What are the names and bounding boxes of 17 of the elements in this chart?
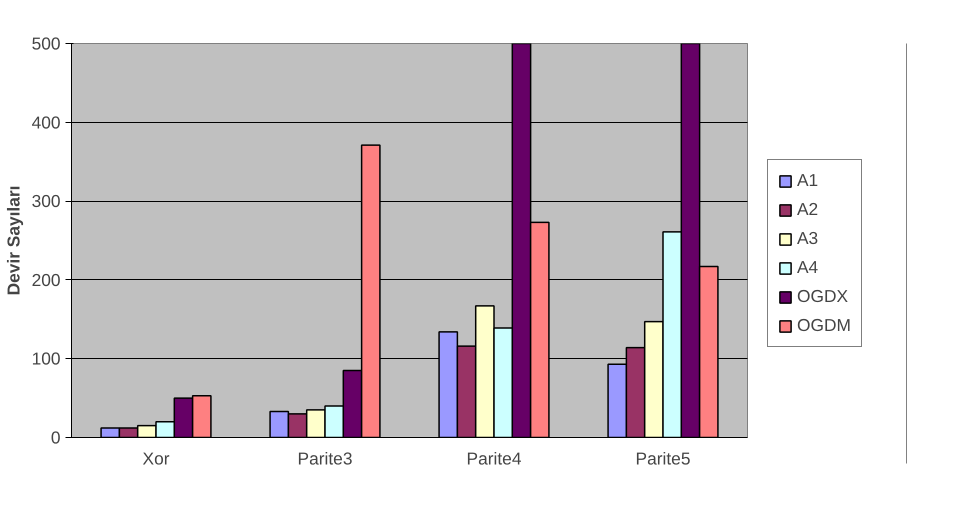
y-tick-label: 400: [32, 112, 61, 132]
x-tick-label: Parite4: [466, 448, 522, 468]
x-tick-label: Parite5: [636, 448, 690, 468]
y-tick-label: 100: [32, 348, 61, 369]
legend-label: A1: [797, 170, 818, 191]
y-axis-title: Devir Sayıları: [4, 186, 24, 296]
x-tick-label: Parite3: [298, 448, 352, 468]
y-tick-label: 500: [32, 34, 61, 54]
legend-label: A2: [797, 199, 818, 220]
legend-label: OGDX: [797, 286, 848, 307]
legend-label: A3: [797, 228, 818, 249]
y-tick-label: 300: [32, 191, 61, 212]
legend-label: OGDM: [797, 315, 851, 336]
y-tick-label: 0: [50, 428, 61, 448]
x-tick-label: Xor: [142, 448, 170, 468]
y-tick-label: 200: [32, 270, 61, 290]
legend-label: A4: [797, 257, 818, 278]
